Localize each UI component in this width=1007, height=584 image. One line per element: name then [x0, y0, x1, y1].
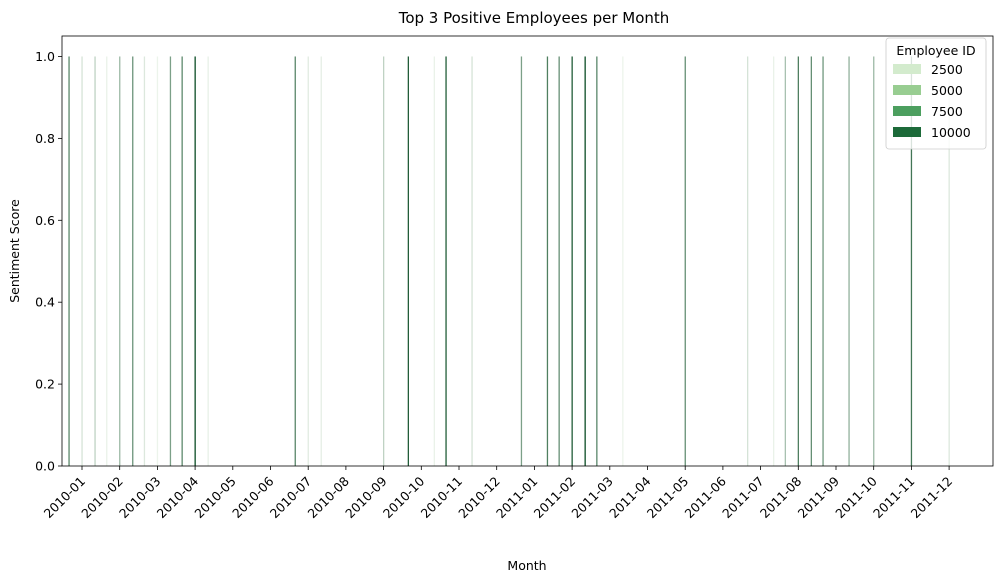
bar: [445, 56, 447, 466]
bar: [822, 56, 824, 466]
y-tick-label: 0.4: [35, 295, 55, 310]
bar: [773, 56, 775, 466]
bar: [558, 56, 560, 466]
y-tick-label: 0.8: [35, 131, 55, 146]
bar: [571, 56, 573, 466]
x-axis-title: Month: [507, 558, 546, 573]
y-tick-label: 0.0: [35, 459, 55, 474]
bar: [622, 56, 624, 466]
bar: [143, 56, 146, 466]
legend-title: Employee ID: [896, 43, 975, 58]
bar: [948, 56, 950, 466]
legend-label: 2500: [931, 62, 963, 77]
legend-swatch: [893, 64, 921, 74]
bar: [433, 56, 435, 466]
bar: [294, 56, 296, 466]
bar: [684, 56, 686, 466]
plot-frame: [61, 35, 994, 467]
chart-title: Top 3 Positive Employees per Month: [398, 9, 670, 27]
legend-swatch: [893, 85, 921, 95]
bar: [784, 56, 786, 466]
bar: [471, 56, 473, 466]
y-axis-title: Sentiment Score: [7, 199, 22, 303]
bars-layer: [68, 56, 950, 466]
bar: [520, 56, 523, 466]
bar: [68, 56, 70, 466]
legend-swatch: [893, 106, 921, 116]
legend-label: 7500: [931, 104, 963, 119]
bar: [181, 56, 183, 466]
legend-label: 10000: [931, 125, 971, 140]
legend-label: 5000: [931, 83, 963, 98]
bar: [810, 56, 812, 466]
bar: [307, 56, 309, 466]
bar: [596, 56, 598, 466]
bar: [747, 56, 749, 466]
bar: [873, 56, 875, 466]
bar: [320, 56, 322, 466]
legend: Employee ID 2500 5000 7500 10000: [885, 37, 987, 150]
bar: [156, 56, 159, 466]
y-tick-label: 0.6: [35, 213, 55, 228]
bar: [546, 56, 549, 466]
bar: [119, 56, 121, 466]
bar: [584, 56, 586, 466]
y-tick-label: 0.2: [35, 377, 55, 392]
bar: [169, 56, 172, 466]
y-tick-label: 1.0: [35, 49, 55, 64]
bar: [207, 56, 209, 466]
bar: [106, 56, 108, 466]
bar: [194, 56, 196, 466]
bar: [81, 56, 83, 466]
bar: [848, 56, 850, 466]
bar: [132, 56, 134, 466]
bar: [797, 56, 799, 466]
bar: [407, 56, 409, 466]
legend-swatch: [893, 127, 921, 137]
bar: [910, 56, 913, 466]
bar: [94, 56, 96, 466]
y-axis: 0.0 0.2 0.4 0.6 0.8 1.0: [35, 49, 62, 474]
bar: [383, 56, 385, 466]
